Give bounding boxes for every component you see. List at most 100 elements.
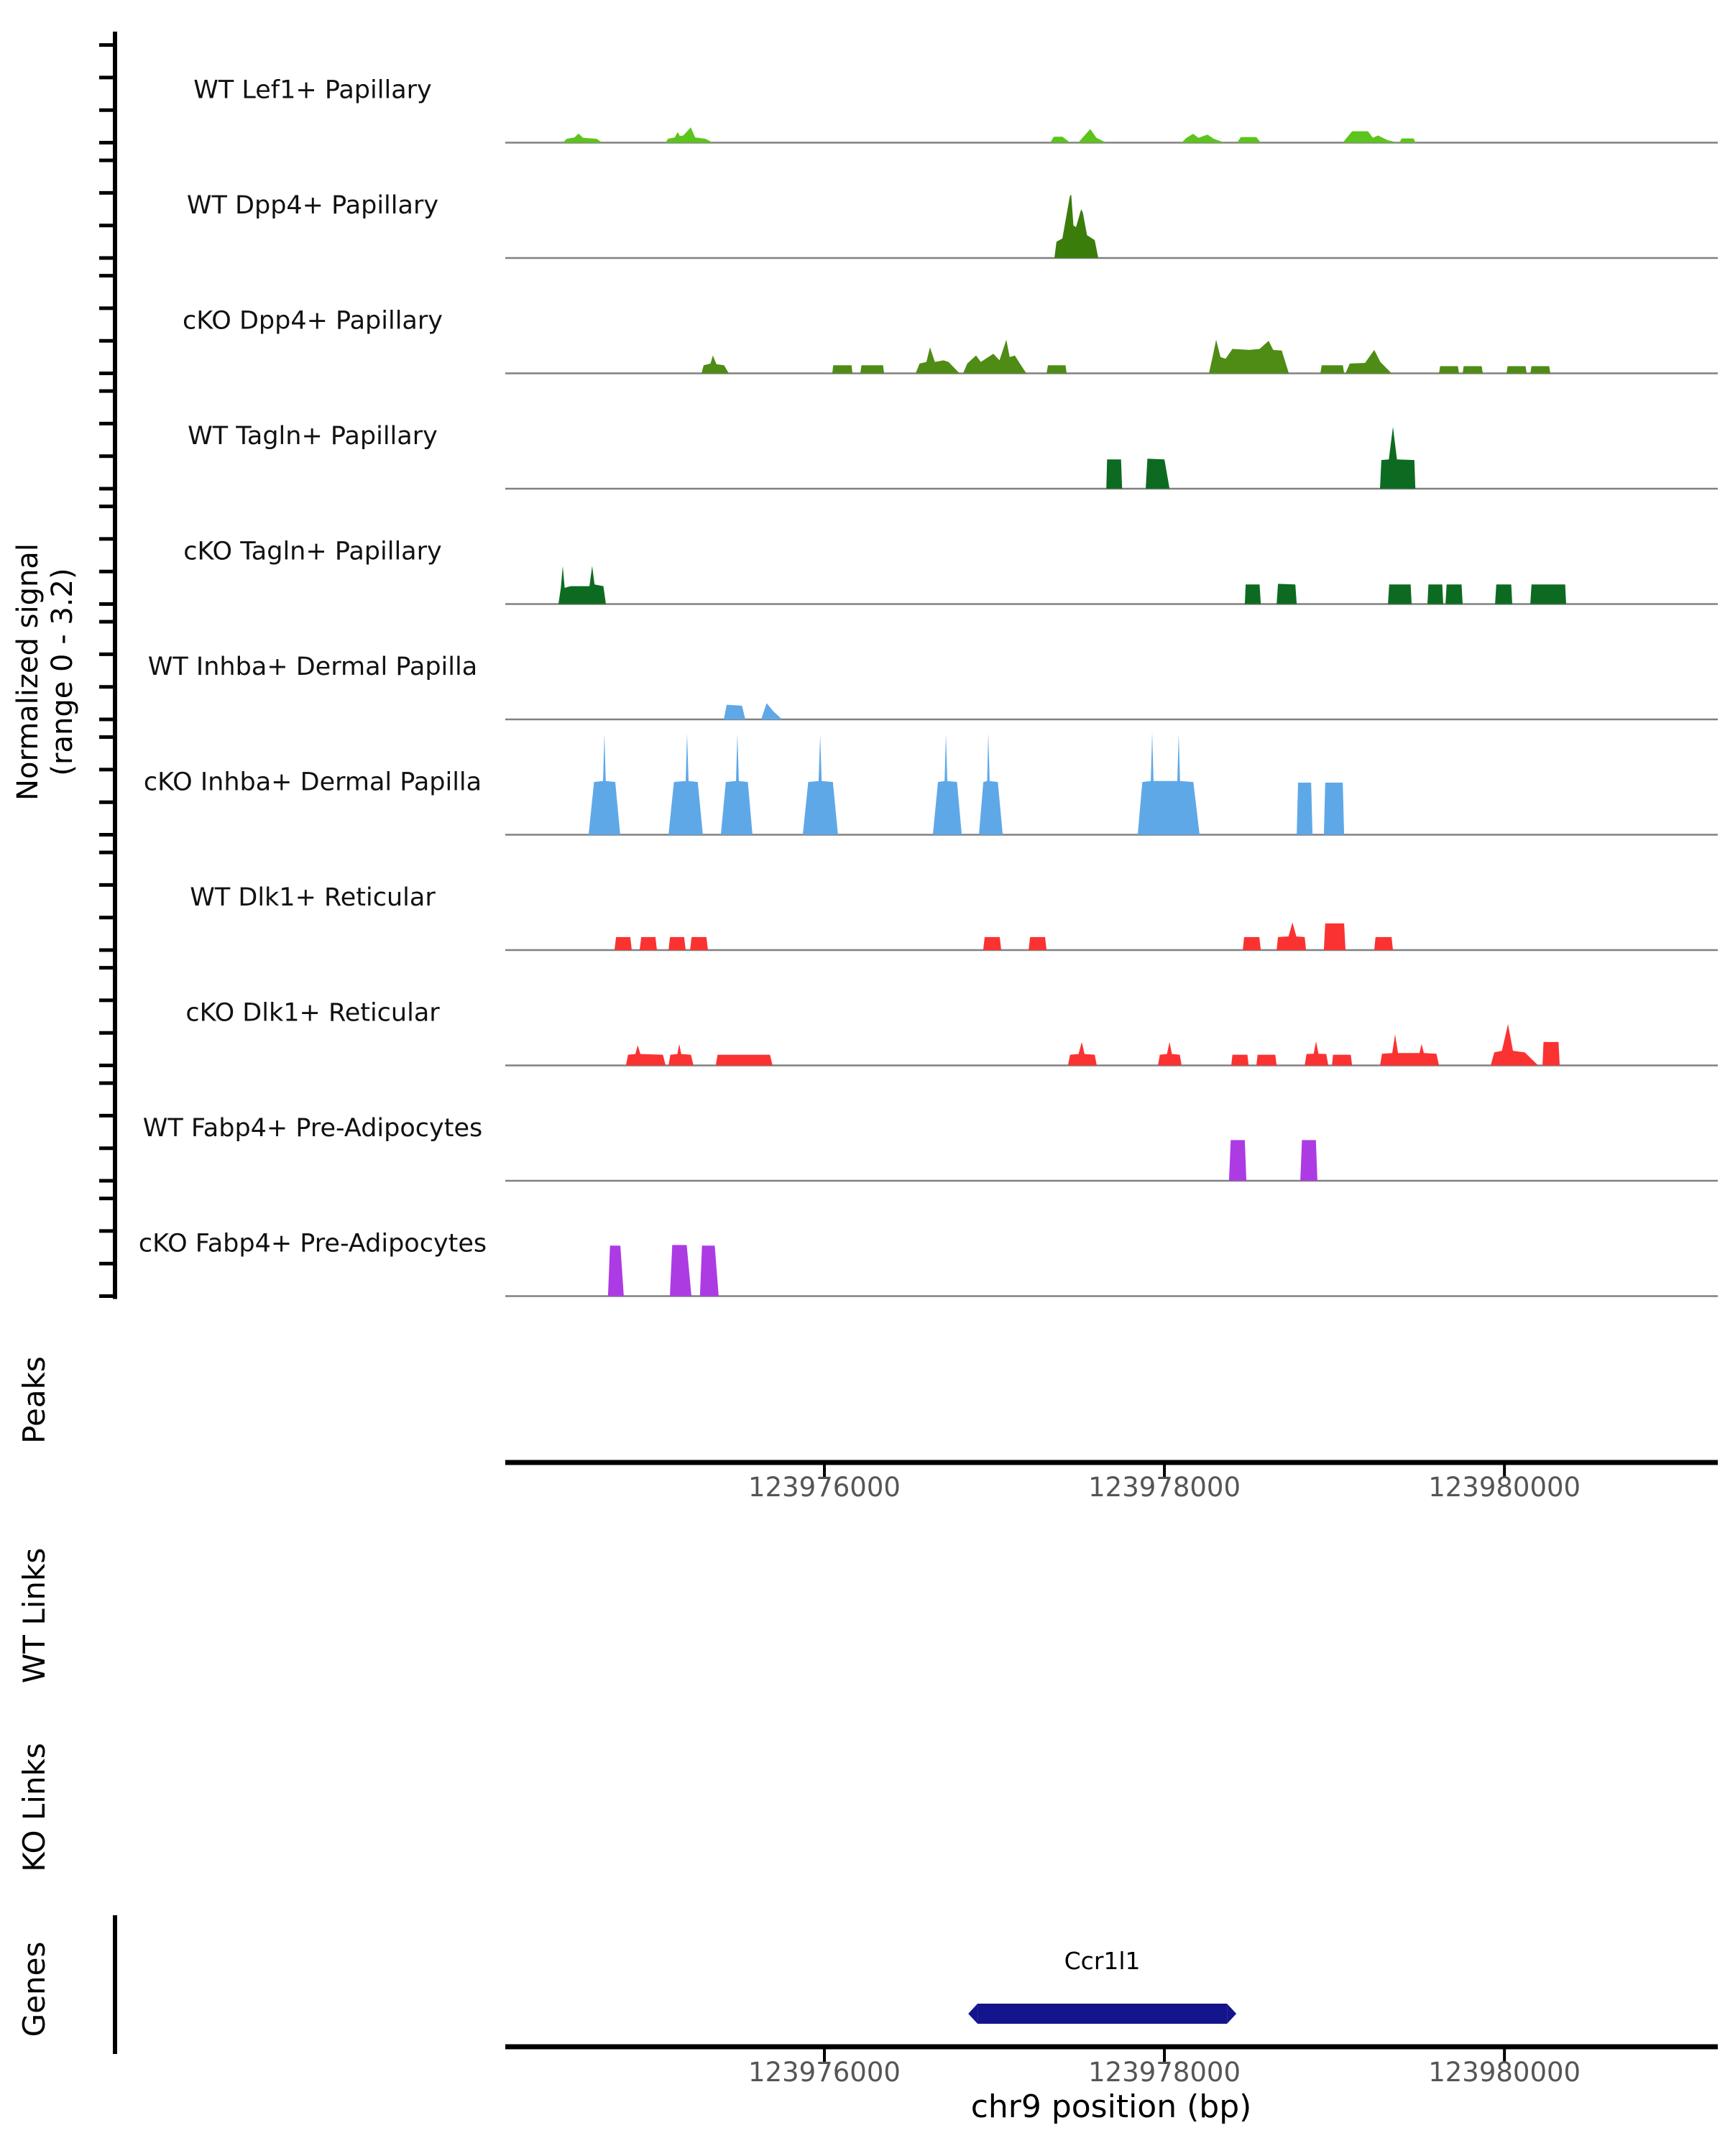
signal-peak: [1332, 1054, 1353, 1066]
section-label-peaks: Peaks: [17, 1356, 52, 1444]
signal-peak: [1256, 1054, 1277, 1066]
track-label: WT Tagln+ Papillary: [188, 422, 438, 451]
gene-strand-arrow-left: [968, 2004, 978, 2024]
signal-peak: [1463, 366, 1484, 374]
x-axis-tick-label: 123980000: [1428, 1472, 1581, 1503]
signal-peak: [1491, 1024, 1538, 1066]
signal-peak: [1231, 1054, 1249, 1066]
plot-content: WT Lef1+ Papillary WT Dpp4+ Papillary cKO …: [99, 32, 1718, 2088]
signal-peak: [1323, 923, 1346, 950]
signal-peak: [1029, 936, 1047, 950]
signal-peak: [1158, 1041, 1182, 1066]
signal-peak: [1046, 365, 1067, 374]
signal-peak: [1106, 459, 1123, 489]
signal-peak: [963, 339, 1026, 374]
signal-peak: [761, 703, 783, 719]
track-label: cKO Dpp4+ Papillary: [183, 307, 443, 336]
signal-peak: [979, 733, 1003, 835]
x-axis-tick-label: 123976000: [748, 1472, 901, 1503]
signal-peak: [563, 133, 603, 143]
signal-peak: [1388, 584, 1412, 604]
signal-peak: [666, 127, 714, 143]
gene-strand-arrow-right: [1227, 2004, 1237, 2024]
signal-peak: [668, 1044, 694, 1066]
track-label: WT Lef1+ Papillary: [193, 76, 432, 105]
signal-peak: [1276, 922, 1307, 950]
signal-peak: [1237, 137, 1261, 143]
signal-peak: [1427, 584, 1443, 604]
signal-peak: [1276, 584, 1297, 604]
signal-peak: [668, 733, 703, 835]
signal-peak: [639, 936, 657, 950]
signal-peak: [699, 1245, 719, 1296]
signal-peak: [916, 347, 960, 374]
track-label: WT Fabp4+ Pre-Adipocytes: [143, 1114, 482, 1143]
signal-peak: [702, 355, 729, 374]
signal-peak: [1320, 365, 1345, 374]
signal-peak: [1209, 339, 1289, 374]
signal-peak: [802, 735, 838, 835]
section-label-genes: Genes: [17, 1942, 52, 2037]
signal-peak: [1323, 783, 1345, 835]
gene-label: Ccr1l1: [1064, 1947, 1141, 1975]
gene-bar: [978, 2004, 1228, 2024]
signal-peak: [1078, 129, 1107, 143]
signal-peak: [1300, 1140, 1317, 1181]
signal-peak: [690, 936, 708, 950]
signal-peak: [932, 734, 962, 835]
signal-peak: [1137, 732, 1200, 835]
signal-peak: [1530, 366, 1550, 374]
signal-peak: [1399, 138, 1416, 143]
signal-peak: [832, 365, 852, 374]
signal-peak: [1445, 584, 1463, 604]
signal-peak: [724, 704, 745, 719]
signal-peak: [1244, 584, 1261, 604]
signal-peak: [558, 566, 606, 604]
x-axis-label: chr9 position (bp): [971, 2088, 1252, 2125]
track-label: cKO Fabp4+ Pre-Adipocytes: [139, 1230, 487, 1258]
signal-peak: [715, 1054, 773, 1066]
track-label: WT Inhba+ Dermal Papilla: [148, 653, 477, 681]
signal-peak: [1439, 366, 1459, 374]
signal-peak: [1495, 584, 1512, 604]
signal-peak: [983, 936, 1001, 950]
signal-peak: [1243, 936, 1261, 950]
signal-peak: [1054, 194, 1098, 258]
y-axis-label-line2: (range 0 - 3.2): [46, 568, 79, 775]
signal-peak: [1374, 936, 1393, 950]
signal-peak: [1530, 584, 1566, 604]
track-label: cKO Dlk1+ Reticular: [185, 999, 440, 1028]
signal-peak: [1067, 1041, 1097, 1066]
x-axis-tick-label: 123976000: [748, 2057, 901, 2088]
signal-peak: [1542, 1041, 1560, 1066]
track-label: cKO Inhba+ Dermal Papilla: [144, 768, 482, 797]
x-axis-tick-label: 123978000: [1088, 2057, 1241, 2088]
signal-peak: [1343, 131, 1399, 143]
signal-peak: [668, 936, 686, 950]
x-axis-tick-label: 123978000: [1088, 1472, 1241, 1503]
track-label: cKO Tagln+ Papillary: [183, 538, 442, 566]
signal-peak: [1297, 783, 1313, 835]
signal-peak: [607, 1245, 624, 1296]
signal-peak: [1380, 1034, 1440, 1066]
signal-peak: [1050, 137, 1070, 143]
signal-peak: [1146, 459, 1170, 489]
x-axis-tick-label: 123980000: [1428, 2057, 1581, 2088]
signal-peak: [1346, 349, 1392, 374]
signal-peak: [1228, 1140, 1247, 1181]
signal-peak: [670, 1245, 691, 1296]
signal-peak: [1305, 1041, 1329, 1066]
track-label: WT Dpp4+ Papillary: [187, 191, 438, 220]
section-label-ko-links: KO Links: [17, 1743, 52, 1872]
track-label: WT Dlk1+ Reticular: [190, 883, 436, 912]
signal-peak: [1380, 426, 1416, 489]
section-label-wt-links: WT Links: [17, 1548, 52, 1683]
signal-peak: [1506, 366, 1527, 374]
signal-peak: [614, 936, 632, 950]
y-axis-label-line1: Normalized signal: [12, 543, 45, 801]
signal-peak: [625, 1045, 666, 1066]
signal-peak: [1182, 134, 1225, 143]
signal-peak: [588, 734, 620, 835]
